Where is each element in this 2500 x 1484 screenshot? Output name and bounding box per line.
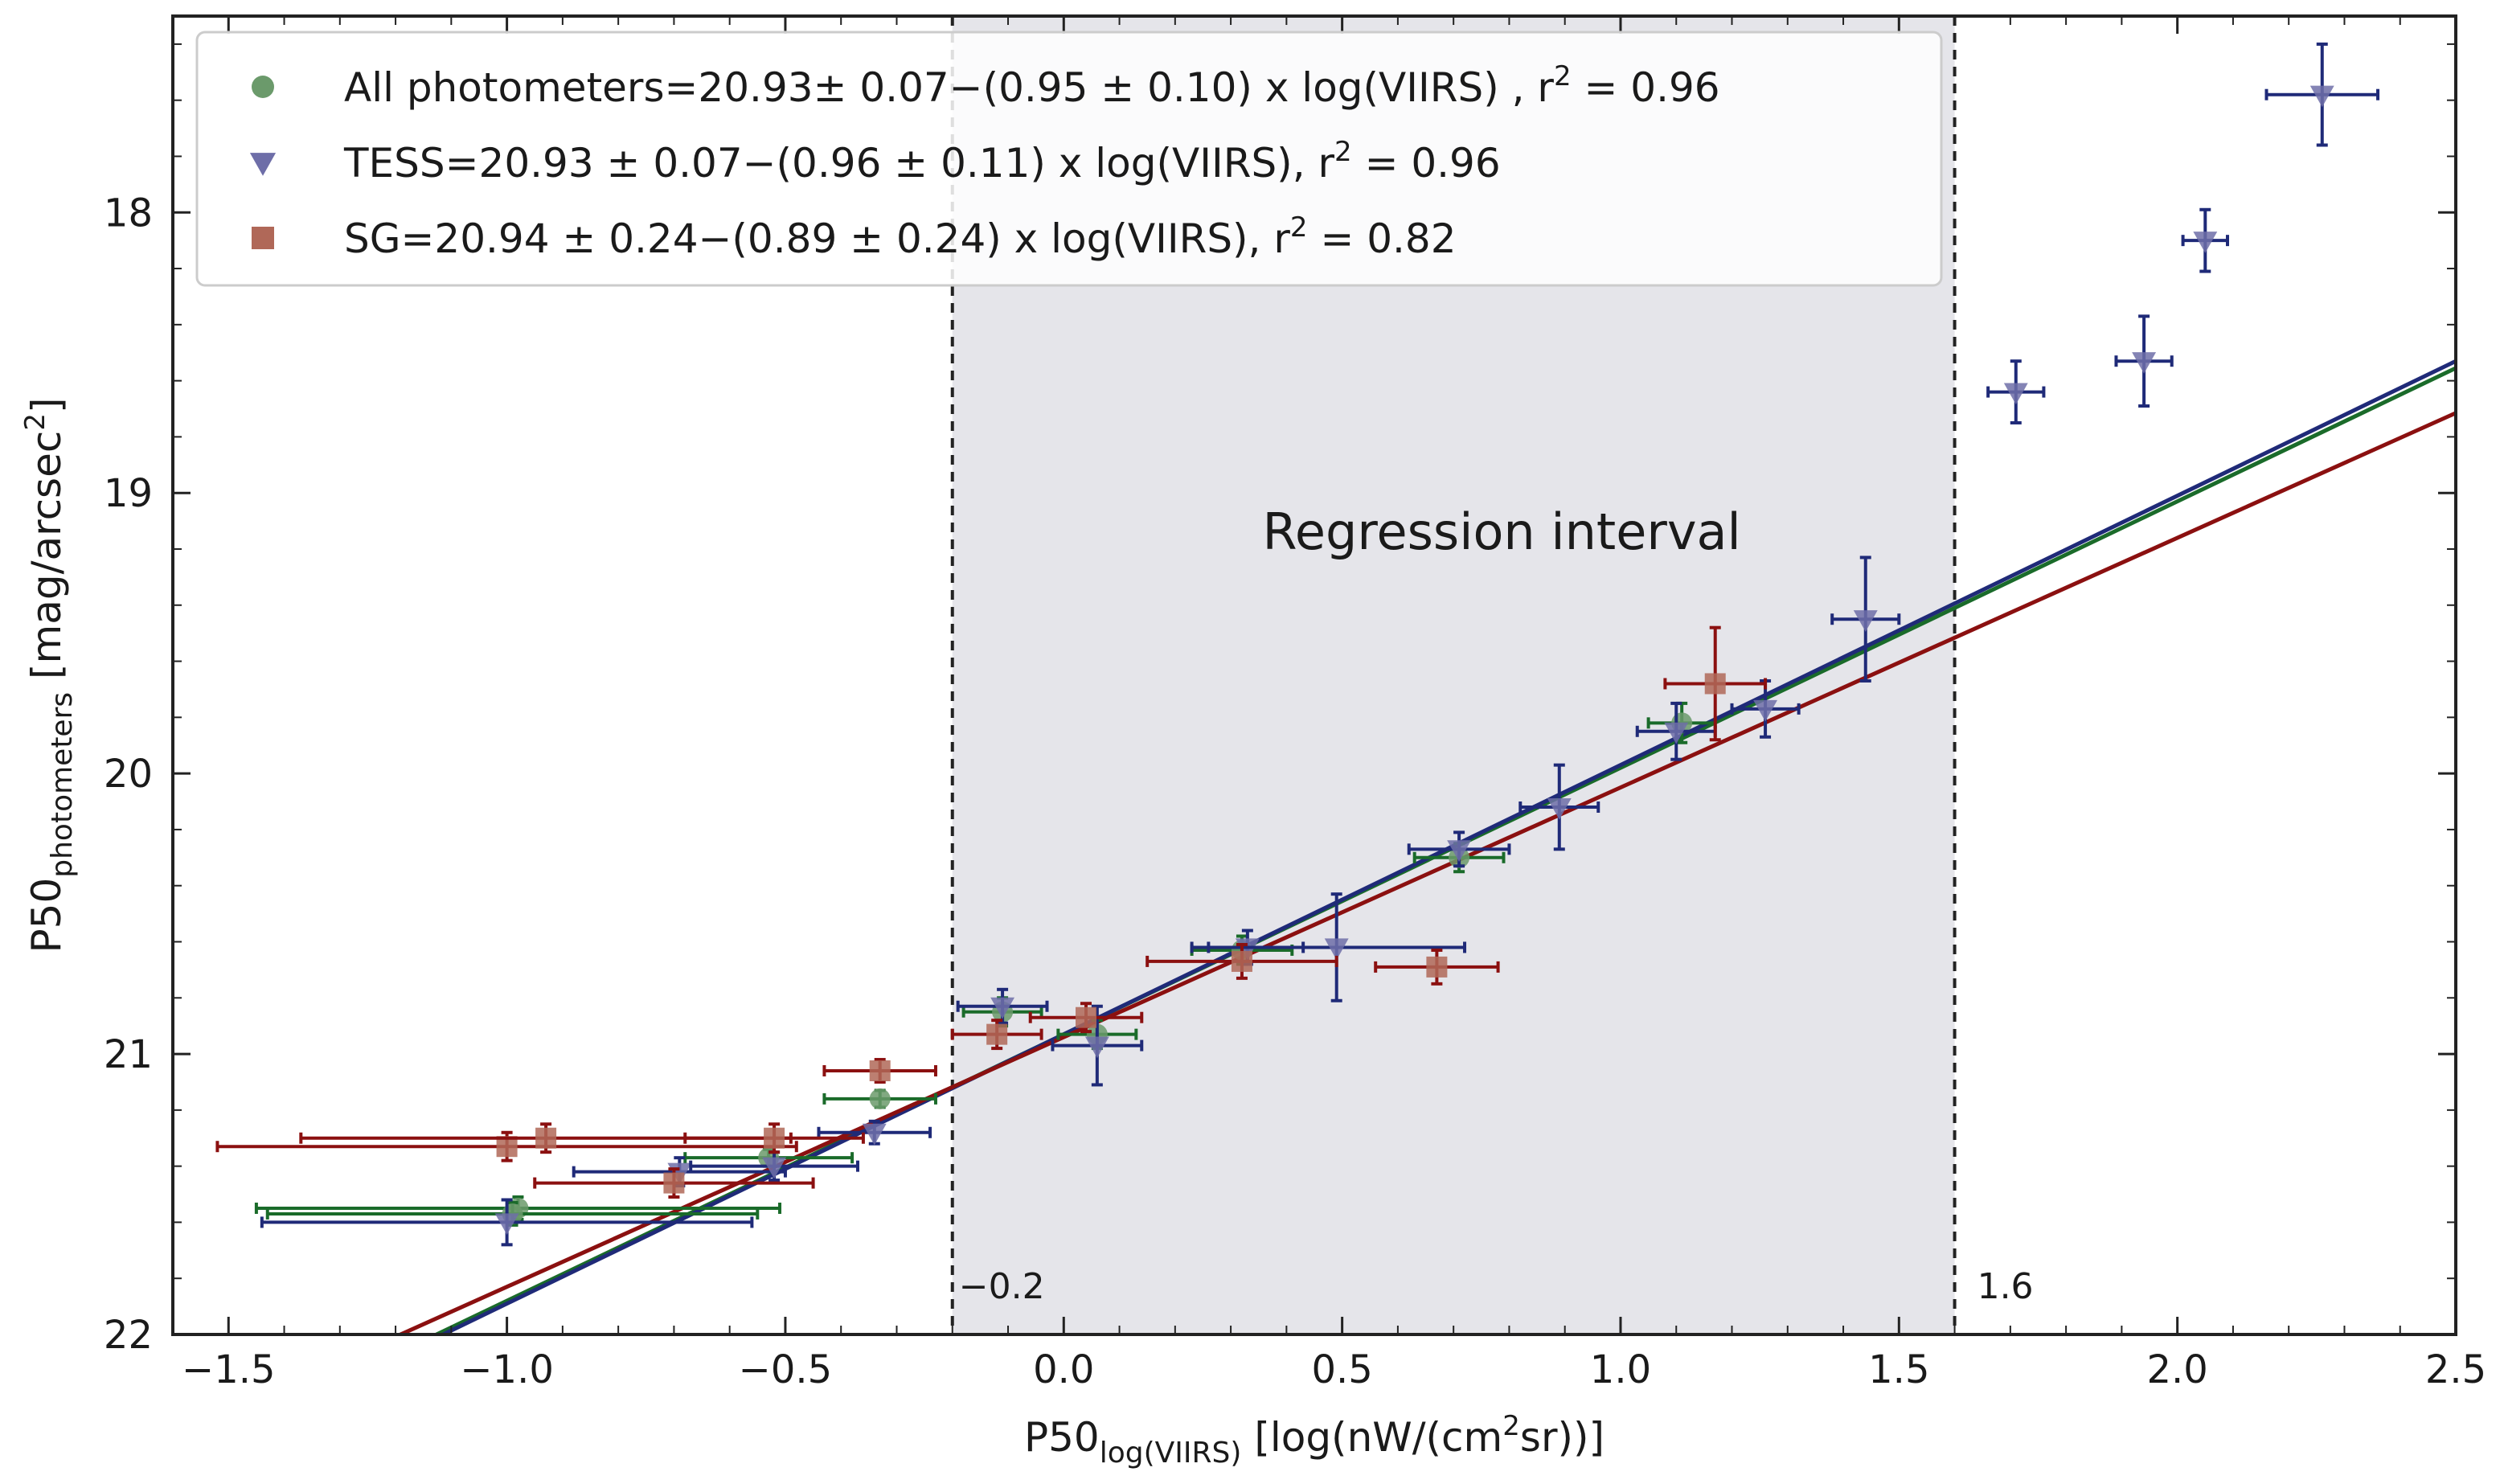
legend-entry-2: SG=20.94 ± 0.24−(0.89 ± 0.24) x log(VIIR… [344, 211, 1457, 262]
data-point [869, 1088, 891, 1109]
data-point [764, 1127, 785, 1149]
data-point [869, 1060, 891, 1081]
data-point [2193, 232, 2218, 253]
data-point [1664, 722, 1689, 744]
data-point [862, 1123, 887, 1146]
data-point [1547, 797, 1572, 820]
legend-entry-0: All photometers=20.93± 0.07−(0.95 ± 0.10… [344, 60, 1720, 111]
data-point [494, 1213, 519, 1236]
series-1 [260, 42, 2380, 1247]
data-point [1447, 840, 1472, 862]
legend-entry-1: TESS=20.93 ± 0.07−(0.96 ± 0.11) x log(VI… [343, 136, 1501, 187]
legend-box [195, 31, 1943, 287]
y-tick-label: 20 [104, 752, 153, 797]
x-tick-label: −0.5 [739, 1347, 833, 1392]
y-axis-label: P50photometers [mag/arcsec2] [19, 397, 79, 953]
x-tick-label: 0.0 [1033, 1347, 1094, 1392]
plot-frame [171, 14, 2457, 1336]
data-point [663, 1172, 685, 1194]
series-2 [215, 625, 1768, 1199]
data-point [1704, 673, 1726, 695]
legend-marker-2 [252, 227, 274, 249]
x-tick-label: 2.0 [2146, 1347, 2207, 1392]
legend-marker-1 [249, 153, 277, 176]
x-axis-label: P50log(VIIRS) [log(nW/(cm2sr))] [1024, 1410, 1605, 1470]
y-tick-label: 18 [104, 191, 153, 236]
x-tick-label: −1.0 [460, 1347, 554, 1392]
data-point [535, 1127, 557, 1149]
regression-end-label: 1.6 [1977, 1266, 2034, 1307]
x-tick-label: 1.5 [1868, 1347, 1929, 1392]
data-point [2309, 85, 2334, 108]
x-tick-label: 2.5 [2425, 1347, 2486, 1392]
data-series [215, 42, 2380, 1247]
data-point [762, 1157, 787, 1179]
data-point [990, 997, 1015, 1019]
data-point [1324, 938, 1349, 961]
fit-line-2 [395, 411, 2456, 1334]
data-point [2003, 383, 2028, 405]
regression-start-label: −0.2 [959, 1266, 1045, 1307]
legend-marker-0 [252, 76, 274, 98]
y-tick-label: 19 [104, 471, 153, 516]
fit-line-1 [438, 359, 2456, 1334]
regression-interval-label: Regression interval [1263, 502, 1741, 561]
data-point [1084, 1036, 1109, 1059]
data-point [2132, 352, 2157, 374]
data-point [1231, 950, 1252, 972]
data-point [1426, 956, 1448, 978]
x-tick-label: −1.5 [182, 1347, 276, 1392]
x-tick-label: 0.5 [1311, 1347, 1372, 1392]
fit-lines [395, 359, 2456, 1334]
y-tick-label: 21 [104, 1032, 153, 1077]
data-point [1076, 1006, 1096, 1028]
x-tick-label: 1.0 [1590, 1347, 1651, 1392]
legend: All photometers=20.93± 0.07−(0.95 ± 0.10… [195, 31, 1943, 287]
y-tick-label: 22 [104, 1313, 153, 1358]
data-point [1753, 699, 1778, 722]
data-point [986, 1023, 1008, 1045]
data-point [1853, 610, 1878, 632]
